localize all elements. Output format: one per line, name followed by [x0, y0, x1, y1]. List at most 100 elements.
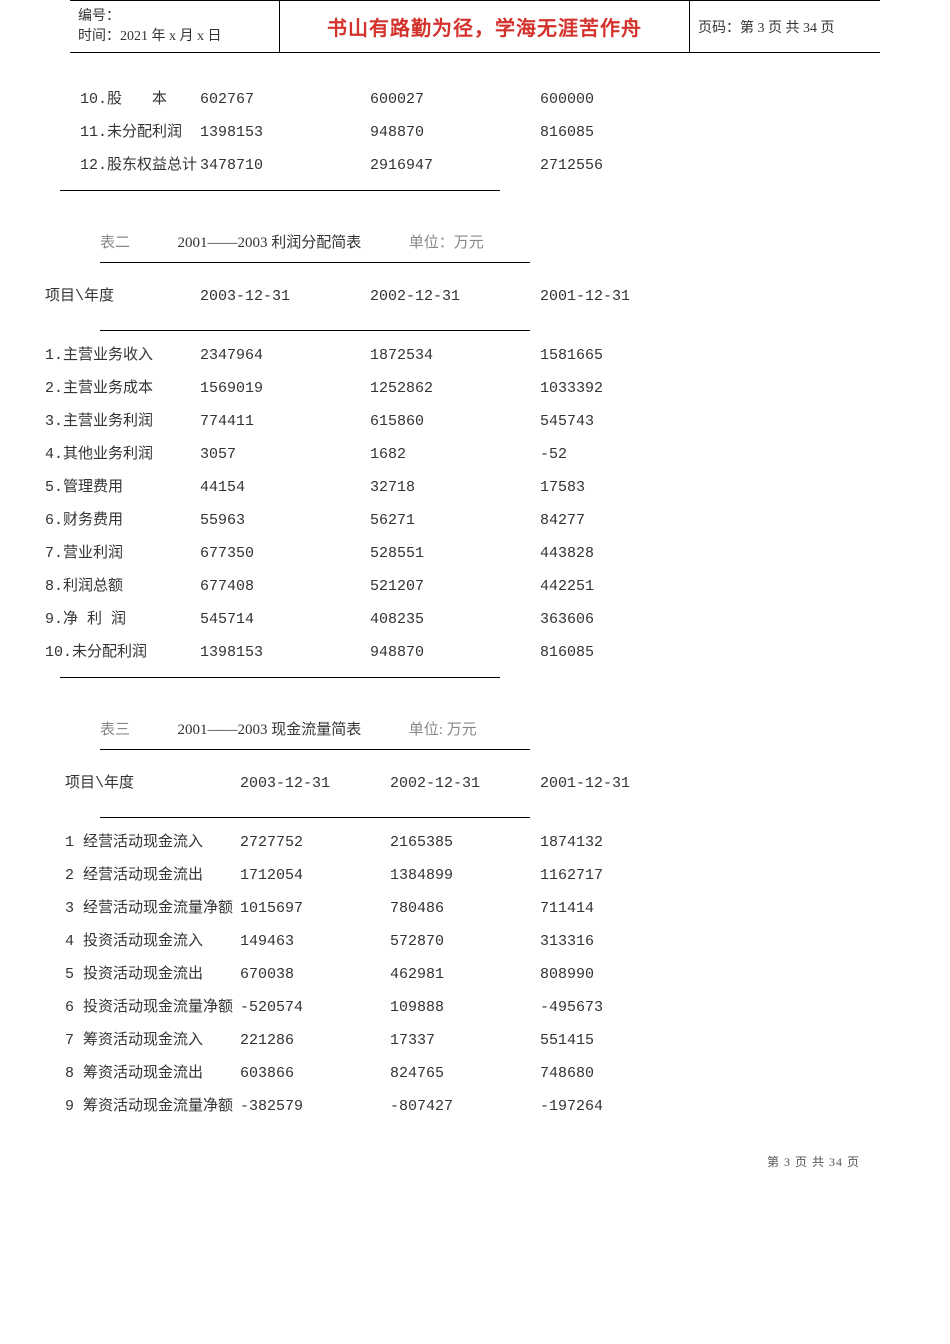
table2-row: 6.财务费用 55963 56271 84277	[30, 504, 920, 537]
table3-label: 8 筹资活动现金流出	[30, 1057, 240, 1090]
table2-v2002: 1682	[370, 438, 540, 471]
table3-v2001: -197264	[540, 1090, 690, 1123]
table2-top-rule	[100, 262, 530, 263]
table2-h-c3: 2001-12-31	[540, 271, 710, 322]
table1-v2002: 948870	[370, 116, 540, 149]
table3-v2003: -382579	[240, 1090, 390, 1123]
table3-h-c3: 2001-12-31	[540, 758, 690, 809]
table2-label: 2.主营业务成本	[30, 372, 200, 405]
table3-label: 6 投资活动现金流量净额	[30, 991, 240, 1024]
table2-v2003: 44154	[200, 471, 370, 504]
table1-row: 12.股东权益总计347871029169472712556	[30, 149, 920, 182]
table3-v2001: 711414	[540, 892, 690, 925]
table3-v2001: 748680	[540, 1057, 690, 1090]
table2-row: 10.未分配利润 1398153 948870 816085	[30, 636, 920, 669]
table2-row: 4.其他业务利润30571682-52	[30, 438, 920, 471]
table3-label: 1 经营活动现金流入	[30, 826, 240, 859]
table1-label: 12.股东权益总计	[30, 149, 200, 182]
table2-caption: 表二 2001——2003 利润分配简表 单位：万元	[100, 231, 920, 252]
table3-h-c1: 2003-12-31	[240, 758, 390, 809]
table3-v2001: 1874132	[540, 826, 690, 859]
table3-v2002: 572870	[390, 925, 540, 958]
table3-v2003: 1712054	[240, 859, 390, 892]
table3-row: 9 筹资活动现金流量净额 -382579 -807427 -197264	[30, 1090, 920, 1123]
table3-v2003: 221286	[240, 1024, 390, 1057]
table2-v2001: 17583	[540, 471, 710, 504]
table2-row: 1.主营业务收入234796418725341581665	[30, 339, 920, 372]
table1-v2001: 2712556	[540, 149, 710, 182]
table2-h-c1: 2003-12-31	[200, 271, 370, 322]
table3-label: 9 筹资活动现金流量净额	[30, 1090, 240, 1123]
table2-row: 3.主营业务利润774411615860545743	[30, 405, 920, 438]
table2-v2002: 56271	[370, 504, 540, 537]
table2-h-label: 项目\年度	[30, 271, 200, 322]
serial-label: 编号：	[78, 7, 271, 27]
table3-v2003: 603866	[240, 1057, 390, 1090]
table2-v2003: 1569019	[200, 372, 370, 405]
table2-v2003: 545714	[200, 603, 370, 636]
table1-label: 11.未分配利润	[30, 116, 200, 149]
page-footer: 第 3 页 共 34 页	[30, 1153, 920, 1170]
table3-label: 2 经营活动现金流出	[30, 859, 240, 892]
header-left: 编号： 时间：2021 年 x 月 x 日	[70, 1, 280, 52]
table1-v2003: 1398153	[200, 116, 370, 149]
table2-row: 7.营业利润 677350 528551 443828	[30, 537, 920, 570]
table2-v2003: 677350	[200, 537, 370, 570]
table2-v2001: 363606	[540, 603, 710, 636]
table2-v2001: 84277	[540, 504, 710, 537]
table3-v2001: 1162717	[540, 859, 690, 892]
table2-row: 8.利润总额 677408 521207 442251	[30, 570, 920, 603]
table3-row: 6 投资活动现金流量净额 -520574 109888 -495673	[30, 991, 920, 1024]
table1-v2002: 600027	[370, 83, 540, 116]
table3-v2003: 1015697	[240, 892, 390, 925]
table2-v2002: 615860	[370, 405, 540, 438]
table2-v2003: 1398153	[200, 636, 370, 669]
table3-v2002: 824765	[390, 1057, 540, 1090]
table1-v2002: 2916947	[370, 149, 540, 182]
table2-v2002: 32718	[370, 471, 540, 504]
table2-v2001: 816085	[540, 636, 710, 669]
table3-label: 5 投资活动现金流出	[30, 958, 240, 991]
table1-label: 10.股 本	[30, 83, 200, 116]
table3-v2003: 149463	[240, 925, 390, 958]
table2-label: 10.未分配利润	[30, 636, 200, 669]
table2-v2001: 545743	[540, 405, 710, 438]
table2-v2003: 55963	[200, 504, 370, 537]
table3-row: 3 经营活动现金流量净额 1015697 780486 711414	[30, 892, 920, 925]
table3-row: 1 经营活动现金流入272775221653851874132	[30, 826, 920, 859]
table3-v2002: 1384899	[390, 859, 540, 892]
table3-top-rule	[100, 749, 530, 750]
table2-label: 9.净 利 润	[30, 603, 200, 636]
table2-caption-title: 2001——2003 利润分配简表	[178, 235, 362, 251]
table2-label: 5.管理费用	[30, 471, 200, 504]
table1-v2003: 3478710	[200, 149, 370, 182]
table3-v2002: -807427	[390, 1090, 540, 1123]
table2-label: 4.其他业务利润	[30, 438, 200, 471]
table2-label: 8.利润总额	[30, 570, 200, 603]
table2-v2002: 948870	[370, 636, 540, 669]
table2-caption-name: 表二	[100, 235, 130, 251]
table2-label: 3.主营业务利润	[30, 405, 200, 438]
table3-label: 7 筹资活动现金流入	[30, 1024, 240, 1057]
header-page-code: 页码：第 3 页 共 34 页	[690, 1, 880, 52]
table2-v2003: 2347964	[200, 339, 370, 372]
table3-v2002: 17337	[390, 1024, 540, 1057]
table2-h-c2: 2002-12-31	[370, 271, 540, 322]
table3-v2003: 2727752	[240, 826, 390, 859]
table3-header: 项目\年度 2003-12-31 2002-12-31 2001-12-31	[30, 758, 920, 809]
table2-label: 7.营业利润	[30, 537, 200, 570]
table2-label: 6.财务费用	[30, 504, 200, 537]
table3-h-c2: 2002-12-31	[390, 758, 540, 809]
table1-v2001: 816085	[540, 116, 710, 149]
table3-label: 3 经营活动现金流量净额	[30, 892, 240, 925]
table2-mid-rule	[100, 330, 530, 331]
header-motto: 书山有路勤为径，学海无涯苦作舟	[280, 1, 690, 52]
table3-caption-name: 表三	[100, 722, 130, 738]
table2-v2002: 521207	[370, 570, 540, 603]
table3-mid-rule	[100, 817, 530, 818]
table2-bottom-rule	[60, 677, 500, 678]
table3-v2001: 551415	[540, 1024, 690, 1057]
table2-header: 项目\年度 2003-12-31 2002-12-31 2001-12-31	[30, 271, 920, 322]
table2-v2002: 408235	[370, 603, 540, 636]
table2-v2003: 677408	[200, 570, 370, 603]
